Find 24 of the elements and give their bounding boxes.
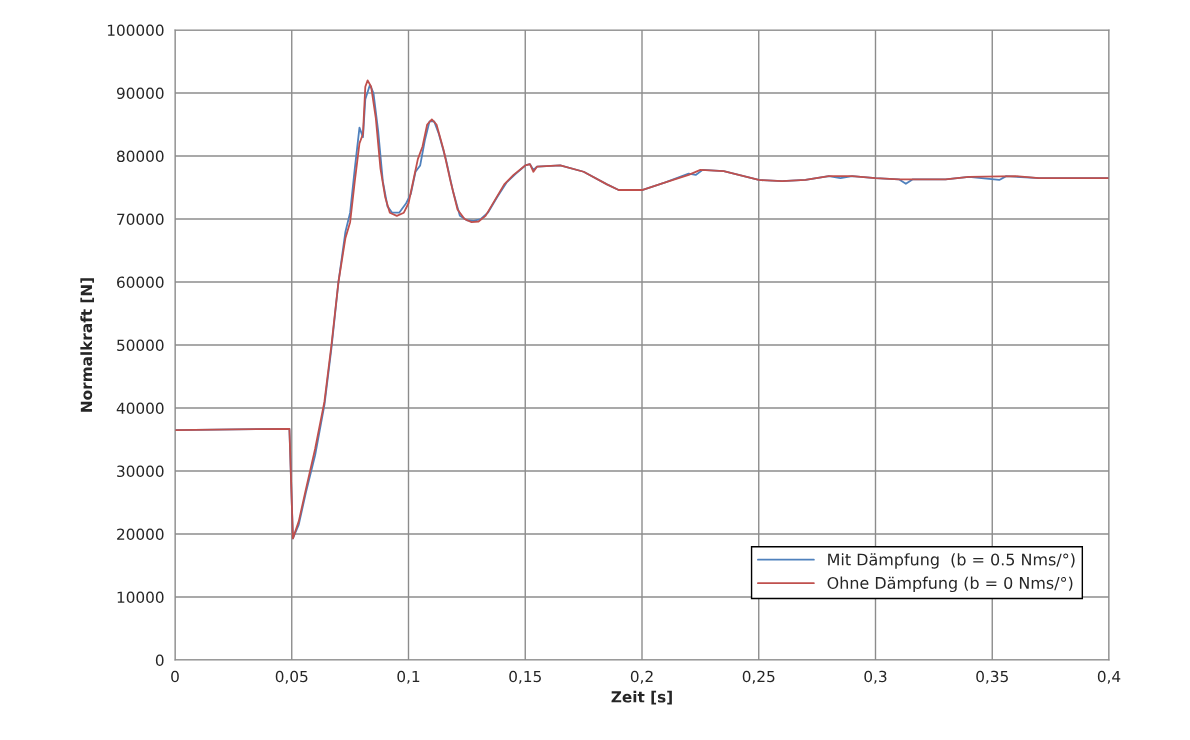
- y-tick-label: 70000: [117, 213, 164, 226]
- y-axis-title: Normalkraft [N]: [80, 278, 94, 412]
- x-tick-label: 0,35: [976, 670, 1008, 684]
- y-tick-label: 90000: [116, 87, 164, 100]
- y-tick-label: 80000: [117, 150, 164, 163]
- x-tick-label: 0,25: [742, 670, 775, 684]
- x-tick-label: 0,2: [630, 670, 653, 684]
- x-axis-title: Zeit [s]: [611, 690, 672, 705]
- y-tick-label: 100000: [107, 24, 164, 37]
- y-tick-label: 10000: [117, 591, 164, 604]
- y-tick-label: 60000: [117, 276, 164, 289]
- x-tick-label: 0,1: [397, 670, 420, 684]
- y-tick-label: 0: [155, 654, 164, 667]
- x-tick-label: 0,05: [275, 670, 308, 684]
- y-tick-label: 30000: [117, 465, 164, 478]
- x-tick-label: 0,3: [864, 670, 887, 684]
- x-tick-label: 0,4: [1097, 670, 1121, 684]
- x-tick-label: 0: [171, 670, 179, 683]
- legend-label: Ohne Dämpfung (b = 0 Nms/°): [827, 576, 1073, 593]
- y-tick-label: 40000: [116, 402, 164, 415]
- legend-label: Mit Dämpfung (b = 0.5 Nms/°): [828, 553, 1075, 569]
- x-tick-label: 0,15: [509, 670, 541, 684]
- y-tick-label: 50000: [117, 339, 164, 352]
- y-tick-label: 20000: [117, 528, 164, 541]
